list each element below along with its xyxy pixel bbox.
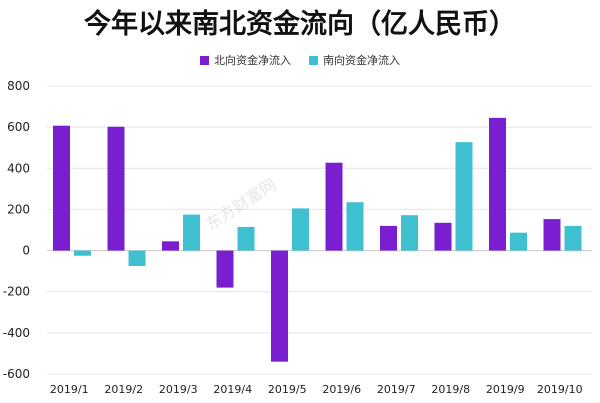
bar-southbound [292, 208, 309, 251]
y-tick-label: 400 [7, 161, 30, 175]
legend-swatch-northbound [200, 55, 209, 65]
bar-southbound [510, 232, 527, 251]
bar-southbound [455, 142, 473, 251]
x-tick-label: 2019/3 [159, 383, 198, 396]
legend-item-northbound: 北向资金净流入 [200, 52, 291, 68]
bar-northbound [489, 117, 506, 251]
chart-title: 今年以来南北资金流向（亿人民币） [84, 9, 516, 40]
y-tick-label: 600 [7, 120, 30, 134]
legend-item-southbound: 南向资金净流入 [309, 52, 400, 68]
bar-southbound [346, 202, 364, 251]
x-tick-label: 2019/7 [377, 383, 416, 396]
bar-northbound [271, 250, 288, 362]
y-tick-label: -400 [3, 326, 30, 340]
bar-northbound [380, 225, 397, 251]
bar-southbound [183, 214, 200, 251]
y-tick-label: -200 [3, 285, 30, 299]
bar-northbound [107, 126, 125, 251]
bar-northbound [434, 222, 452, 251]
legend-label-southbound: 南向资金净流入 [323, 54, 400, 67]
chart-legend: 北向资金净流入 南向资金净流入 [0, 52, 600, 68]
bar-southbound [128, 250, 146, 266]
bar-southbound [237, 226, 255, 251]
x-tick-label: 2019/9 [486, 383, 525, 396]
legend-label-northbound: 北向资金净流入 [214, 54, 291, 67]
bar-northbound [543, 219, 561, 251]
y-tick-label: 0 [22, 244, 30, 258]
y-tick-label: -600 [3, 367, 30, 381]
bar-northbound [162, 241, 179, 251]
y-tick-label: 800 [7, 79, 30, 93]
x-tick-label: 2019/2 [104, 383, 143, 396]
legend-swatch-southbound [309, 55, 318, 65]
bar-southbound [564, 225, 582, 251]
x-tick-label: 2019/8 [431, 383, 470, 396]
x-tick-label: 2019/5 [268, 383, 307, 396]
x-tick-label: 2019/6 [322, 383, 361, 396]
y-tick-label: 200 [7, 202, 30, 216]
bar-northbound [325, 162, 343, 251]
x-tick-label: 2019/4 [213, 383, 252, 396]
x-tick-label: 2019/10 [537, 383, 583, 396]
bar-southbound [74, 250, 91, 256]
bar-southbound [401, 215, 418, 251]
bar-northbound [216, 250, 234, 288]
x-tick-label: 2019/1 [50, 383, 89, 396]
bar-northbound [53, 125, 70, 251]
